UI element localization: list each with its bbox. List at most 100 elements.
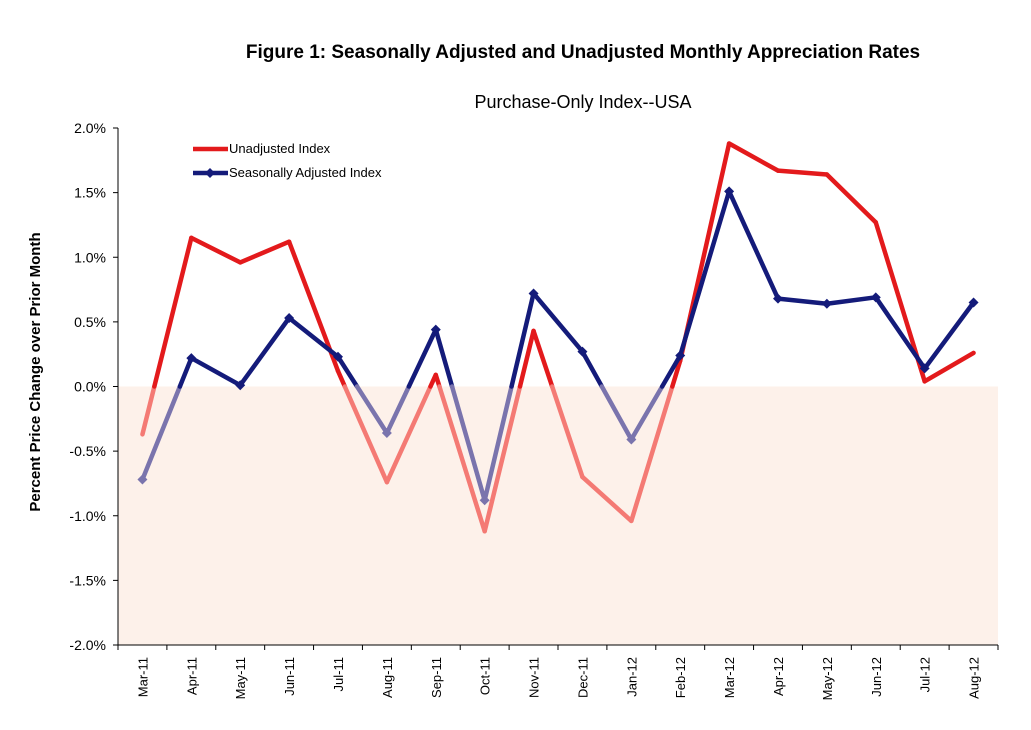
y-tick-label: -1.5% [69,572,106,588]
figure-title: Figure 1: Seasonally Adjusted and Unadju… [246,42,920,63]
series-segment [437,384,487,534]
series-segment [354,384,390,436]
data-point-marker [968,297,979,308]
legend-label-unadjusted: Unadjusted Index [229,141,331,156]
legend-label-seasonally-adjusted: Seasonally Adjusted Index [229,165,382,180]
x-tick-label: Oct-11 [478,657,493,695]
x-tick-label: Jul-12 [918,657,933,692]
x-tick-label: Nov-11 [527,657,542,698]
x-tick-label: Jun-12 [869,657,884,697]
x-tick-label: Jul-11 [331,657,346,691]
x-tick-label: Sep-11 [429,657,444,698]
series-segment [670,358,683,389]
series-segment [531,328,555,389]
data-point-marker [724,186,735,197]
series-segment [922,300,976,371]
series-segment [922,350,976,384]
series-segment [152,235,194,389]
x-tick-label: Mar-11 [135,657,150,697]
series-segment [580,349,605,389]
series-segment [873,295,927,371]
data-point-marker [870,292,881,303]
x-tick-label: Aug-12 [967,657,982,699]
series-segment [726,141,781,173]
series-segment [659,353,683,389]
data-point-marker [821,298,832,309]
series-segment [384,384,433,485]
negative-region [118,386,998,645]
data-point-marker [479,495,490,506]
series-segment [775,296,830,307]
series-seasonally-adjusted-index [137,186,979,506]
data-point-marker [919,363,930,374]
y-tick-label: -1.0% [69,508,106,524]
data-point-marker [137,474,148,485]
data-point-marker [284,312,295,323]
data-point-marker [577,346,588,357]
x-tick-label: Apr-11 [184,657,199,695]
x-tick-label: Apr-12 [771,657,786,696]
y-axis-label: Percent Price Change over Prior Month [27,232,44,511]
x-tick-label: Feb-12 [673,657,688,698]
series-layer [137,141,979,534]
x-ticks: Mar-11 Apr-11 May-11 Jun-11 Jul-11 Aug-11 Sep-… [117,645,999,700]
data-point-marker [381,428,392,439]
data-point-marker [528,288,539,299]
series-segment [775,168,830,177]
series-segment [580,474,634,524]
series-segment [726,189,781,301]
series-unadjusted-index [140,141,976,534]
series-segment [406,327,439,389]
series-segment [824,172,879,225]
x-tick-label: Jan-12 [624,657,639,697]
y-tick-label: 1.0% [74,249,106,265]
chart-title: Purchase-Only Index--USA [474,92,691,112]
series-segment [140,384,157,437]
y-tick-label: -2.0% [69,637,106,653]
data-point-marker [675,350,686,361]
series-segment [549,384,585,480]
series-segment [433,327,455,389]
series-segment [599,384,634,442]
y-ticks: 2.0% 1.5% 1.0% 0.5% 0.0% -0.5% -1.0% -1.5% -2.0% [69,120,118,653]
x-tick-label: Jun-11 [282,657,297,696]
series-segment [629,384,675,524]
series-segment [177,355,194,389]
series-segment [509,291,536,389]
series-segment [677,189,732,358]
series-segment [342,384,390,485]
legend: Unadjusted Index Seasonally Adjusted Ind… [193,141,382,180]
series-segment [335,354,360,389]
series-segment [189,355,243,388]
y-tick-label: -0.5% [69,443,106,459]
data-point-marker [430,324,441,335]
x-tick-label: Mar-12 [722,657,737,698]
x-tick-label: May-12 [820,657,835,700]
series-segment [517,328,536,389]
data-point-marker [186,353,197,364]
legend-marker-seasonally-adjusted [205,168,215,178]
x-tick-label: May-11 [233,657,248,699]
series-segment [449,384,487,503]
series-segment [140,384,183,482]
series-segment [286,315,341,360]
y-tick-label: 0.0% [74,379,106,395]
y-tick-label: 1.5% [74,185,106,201]
series-segment [824,295,879,307]
x-tick-label: Aug-11 [380,657,395,698]
y-tick-label: 2.0% [74,120,106,136]
series-segment [335,368,348,389]
series-segment [482,384,514,503]
series-segment [189,235,243,265]
data-point-marker [235,380,246,391]
series-segment [629,384,665,442]
series-segment [237,239,292,265]
data-point-marker [626,434,637,445]
series-segment [482,384,523,534]
x-tick-label: Dec-11 [575,657,590,698]
data-point-marker [333,351,343,362]
series-segment [531,291,585,354]
y-tick-label: 0.5% [74,314,106,330]
data-point-marker [773,293,783,304]
